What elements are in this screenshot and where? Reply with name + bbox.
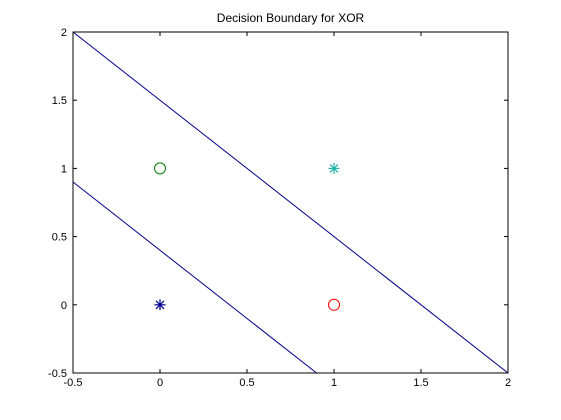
chart-title: Decision Boundary for XOR [217, 11, 365, 25]
axes-box [72, 31, 509, 374]
data-point-1-asterisk [154, 299, 166, 311]
asterisk-stroke [155, 300, 165, 310]
asterisk-stroke [329, 163, 339, 173]
y-tick-label: 0.5 [52, 232, 67, 244]
x-tick-label: -0.5 [64, 377, 83, 389]
x-axis: -0.5 0 0.5 1 1.5 2 [64, 32, 511, 389]
data-point-3-circle [154, 162, 166, 175]
plot-content [73, 32, 508, 373]
y-tick-label: 0 [61, 300, 67, 312]
decision-boundary-line-2 [73, 181, 317, 373]
y-tick-label: 2 [61, 27, 67, 39]
y-axis: -0.5 0 0.5 1 1.5 2 [48, 27, 508, 380]
y-tick-label: 1.5 [52, 95, 67, 107]
y-tick-label: 1 [61, 163, 67, 175]
data-point-4-circle [328, 298, 340, 311]
x-tick-label: 0 [157, 377, 163, 389]
data-point-2-asterisk [328, 162, 340, 174]
x-tick-label: 1 [331, 377, 337, 389]
x-tick-label: 1.5 [413, 377, 428, 389]
y-tick-label: -0.5 [48, 368, 67, 380]
x-tick-label: 0.5 [239, 377, 254, 389]
x-tick-label: 2 [505, 377, 511, 389]
decision-boundary-line-1 [73, 32, 508, 373]
